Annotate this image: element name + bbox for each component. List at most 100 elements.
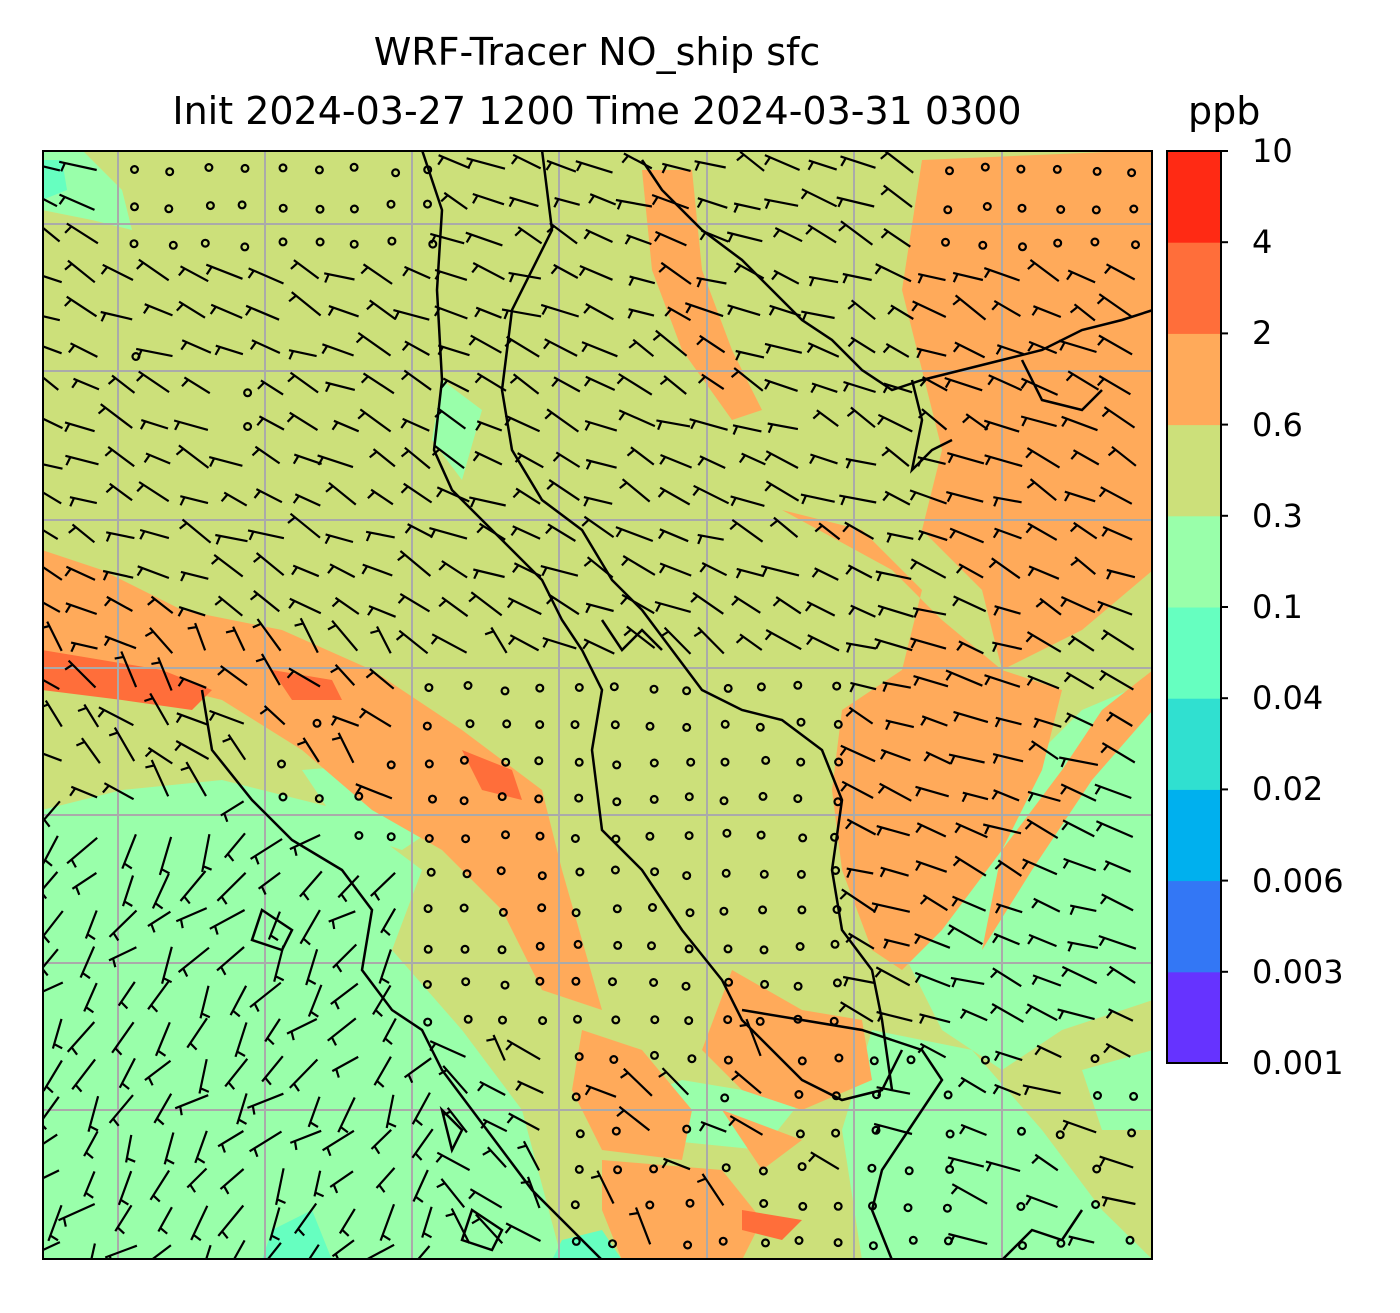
calm-wind-marker [426,867,436,877]
wind-barb [880,150,914,174]
calm-wind-marker [570,1200,580,1210]
calm-wind-marker [1125,1235,1135,1245]
calm-wind-marker [832,978,842,988]
calm-wind-marker [424,833,434,843]
wind-barb [177,676,207,689]
calm-wind-marker [312,718,322,728]
wind-barb [180,570,209,582]
wind-barb [327,619,359,652]
wind-barb [735,349,765,361]
wind-barb [697,533,724,545]
wind-barb [468,334,502,354]
wind-barb [953,710,989,724]
wind-barb [430,232,465,245]
wind-barb [551,376,581,393]
wind-barb [839,744,876,763]
wind-barb [468,591,503,617]
wind-barb [58,160,97,172]
wind-barb [358,707,392,728]
wind-barb [618,409,656,428]
wind-barb [913,675,949,688]
calm-wind-marker [650,1015,660,1025]
calm-wind-marker [834,757,844,767]
calm-circles [129,162,1140,1251]
calm-wind-marker [459,796,469,806]
wind-barb [732,424,762,435]
wind-barb [912,607,947,618]
calm-wind-marker [459,755,469,765]
wind-barb [244,304,280,321]
wind-barb [654,600,691,613]
calm-wind-marker [200,238,210,248]
wind-barb [144,1059,172,1086]
wind-barb [330,663,356,686]
wind-barb [882,382,913,394]
wind-barb [693,626,725,655]
wind-barb [175,444,210,469]
colorbar-tick-label: 0.04 [1252,679,1324,718]
calm-wind-marker [465,719,475,729]
wind-barb [337,875,360,903]
wind-barb [583,228,613,243]
calm-wind-marker [571,908,581,918]
wind-barb [992,527,1022,540]
calm-wind-marker [834,1053,844,1063]
calm-wind-marker [570,833,580,843]
calm-wind-marker [612,760,622,770]
wind-barb [621,555,656,576]
wind-barb [1069,303,1096,322]
wind-barb [445,1208,471,1244]
wind-barb [403,1057,432,1084]
wind-barb [950,976,985,988]
wind-barb [269,1207,281,1241]
wind-barb [180,339,212,354]
calm-wind-marker [349,239,359,249]
wind-barb [331,596,360,615]
wind-barb [727,304,761,317]
wind-barb [848,604,876,618]
calm-wind-marker [498,1015,508,1025]
wind-barb [952,271,984,283]
wind-barb [956,640,984,655]
wind-barb [97,403,133,429]
calm-wind-marker [684,944,694,954]
calm-wind-marker [982,201,992,211]
wind-barb [881,446,910,467]
wind-barb [735,633,763,651]
calm-wind-marker [497,945,507,955]
wind-barb [909,558,947,579]
calm-wind-marker [354,791,364,801]
wind-barb [297,737,320,763]
wind-barb [1031,1153,1059,1172]
wind-barb [249,590,280,613]
wind-barb [992,641,1023,653]
calm-wind-marker [278,203,288,213]
calm-wind-marker [682,722,692,732]
wind-barb [288,597,322,615]
wind-barb [175,712,209,726]
wind-barb [729,519,764,543]
wind-barb [220,491,248,507]
wind-barb [286,411,319,432]
calm-wind-marker [314,794,324,804]
wind-barb [158,836,173,876]
wind-barb [317,454,354,469]
wind-barb [385,1094,397,1129]
map-frame [42,150,1153,1260]
wind-barb [42,600,61,613]
wind-barb [322,1129,355,1157]
calm-wind-marker [796,757,806,767]
wind-barb [187,622,207,651]
wind-barb [100,263,134,281]
wind-barb [1022,1084,1061,1096]
calm-wind-marker [612,904,622,914]
wind-barb [108,946,137,968]
wind-barb [42,1169,60,1180]
calm-wind-marker [462,869,472,879]
wind-barb [486,1034,506,1061]
wind-barb [484,626,508,654]
wind-barb [836,196,875,208]
wind-barb [224,1058,249,1090]
wind-barb [1094,783,1132,800]
wind-barb [804,600,836,617]
